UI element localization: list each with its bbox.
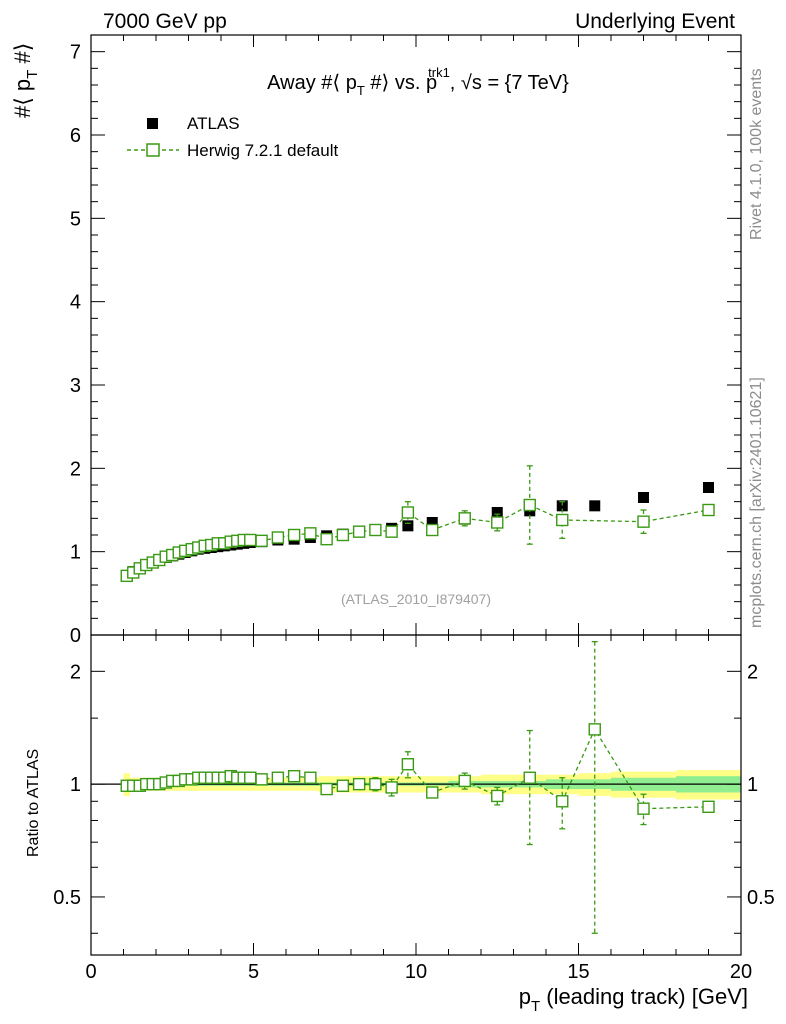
- atlas-point: [703, 482, 714, 493]
- atlas-point: [589, 500, 601, 512]
- main-panel: 0 1 2 3 4 5 6 7 Away #⟨ pT #⟩ vs. ptrk1, √s = {…: [10, 34, 742, 647]
- ratio-ytick-label: 1: [70, 774, 81, 796]
- ratio-xtick-label: 10: [405, 961, 427, 983]
- ratio-point: [369, 777, 382, 791]
- ratio-xtick-label: 0: [85, 961, 96, 983]
- legend-atlas-marker: [147, 118, 158, 129]
- herwig-point: [320, 532, 333, 546]
- herwig-point: [244, 533, 257, 547]
- ratio-point: [385, 781, 398, 794]
- mcplots-label: mcplots.cern.ch [arXiv:2401.10621]: [748, 377, 765, 628]
- main-ytick-label: 4: [70, 292, 81, 314]
- herwig-point: [637, 515, 650, 528]
- herwig-point: [304, 527, 317, 540]
- analysis-watermark: (ATLAS_2010_I879407): [341, 591, 491, 607]
- atlas-point: [426, 517, 438, 528]
- herwig-point: [271, 531, 285, 544]
- ratio-point: [336, 779, 350, 792]
- header-right: Underlying Event: [575, 10, 735, 33]
- herwig-point: [385, 525, 398, 538]
- atlas-point: [556, 500, 568, 512]
- main-ytick-label: 0: [70, 625, 81, 647]
- ratio-point: [491, 789, 504, 803]
- atlas-point: [491, 507, 503, 518]
- herwig-point: [556, 513, 569, 527]
- herwig-point: [287, 528, 301, 542]
- ratio-ylabel: Ratio to ATLAS: [25, 749, 42, 857]
- ratio-ytick-label-right: 1: [747, 774, 758, 796]
- main-ytick-label: 7: [70, 42, 81, 64]
- ratio-xtick-label: 20: [730, 961, 752, 983]
- atlas-point: [402, 520, 414, 532]
- main-ticks: 0 1 2 3 4 5 6 7: [70, 34, 742, 647]
- main-ytick-label: 2: [70, 458, 81, 480]
- ratio-panel: 0 5 10 15 20 0.5 0.5 1 1 2 2 Ratio to ATLAS pT (le…: [25, 634, 775, 1015]
- ratio-point: [556, 795, 569, 808]
- ratio-ytick-label-right: 0.5: [747, 887, 775, 909]
- herwig-point: [336, 528, 350, 542]
- herwig-point: [352, 525, 366, 538]
- ratio-xtick-label: 15: [567, 961, 589, 983]
- ratio-point: [244, 771, 257, 784]
- ratio-point: [588, 723, 601, 736]
- xlabel: pT (leading track) [GeV]: [519, 984, 748, 1015]
- ratio-frame: [90, 634, 742, 956]
- herwig-point: [523, 498, 536, 512]
- legend-herwig-label: Herwig 7.2.1 default: [187, 141, 338, 160]
- main-ytick-label: 5: [70, 208, 81, 230]
- ratio-point: [320, 782, 333, 796]
- ratio-point: [637, 802, 650, 815]
- main-title: Away #⟨ pT #⟩ vs. ptrk1, √s = {7 TeV}: [267, 65, 569, 98]
- herwig-point: [369, 523, 382, 537]
- ratio-ticks: 0 5 10 15 20 0.5 0.5 1 1 2 2: [53, 635, 775, 983]
- header-left: 7000 GeV pp: [103, 10, 227, 33]
- main-ylabel: #⟨ pT #⟩: [10, 43, 41, 118]
- herwig-point: [702, 503, 715, 517]
- ratio-point: [426, 786, 439, 799]
- ratio-point: [702, 800, 715, 813]
- ratio-ytick-label: 0.5: [53, 887, 81, 909]
- ratio-point: [458, 774, 471, 788]
- herwig-point: [491, 516, 504, 529]
- ratio-point: [523, 771, 536, 784]
- ratio-point: [255, 773, 268, 786]
- ratio-ytick-label: 2: [70, 661, 81, 683]
- legend-herwig-marker: [146, 143, 160, 157]
- ratio-xtick-label: 5: [248, 961, 259, 983]
- ratio-point: [304, 771, 317, 784]
- herwig-point: [426, 523, 439, 537]
- ratio-marks: [120, 640, 715, 934]
- main-ytick-label: 1: [70, 542, 81, 564]
- main-ytick-label: 3: [70, 375, 81, 397]
- ratio-ytick-label-right: 2: [747, 661, 758, 683]
- herwig-point: [255, 534, 268, 548]
- main-ytick-label: 6: [70, 125, 81, 147]
- ratio-point: [401, 758, 415, 771]
- ratio-point: [352, 777, 366, 791]
- main-marks: [120, 465, 715, 583]
- ratio-point: [287, 769, 301, 783]
- rivet-label: Rivet 4.1.0, 100k events: [748, 68, 765, 240]
- ratio-point: [271, 771, 285, 784]
- atlas-point: [638, 492, 649, 503]
- legend: ATLAS Herwig 7.2.1 default: [127, 114, 338, 160]
- herwig-point: [458, 512, 471, 525]
- herwig-point: [401, 506, 415, 519]
- legend-atlas-label: ATLAS: [187, 114, 240, 133]
